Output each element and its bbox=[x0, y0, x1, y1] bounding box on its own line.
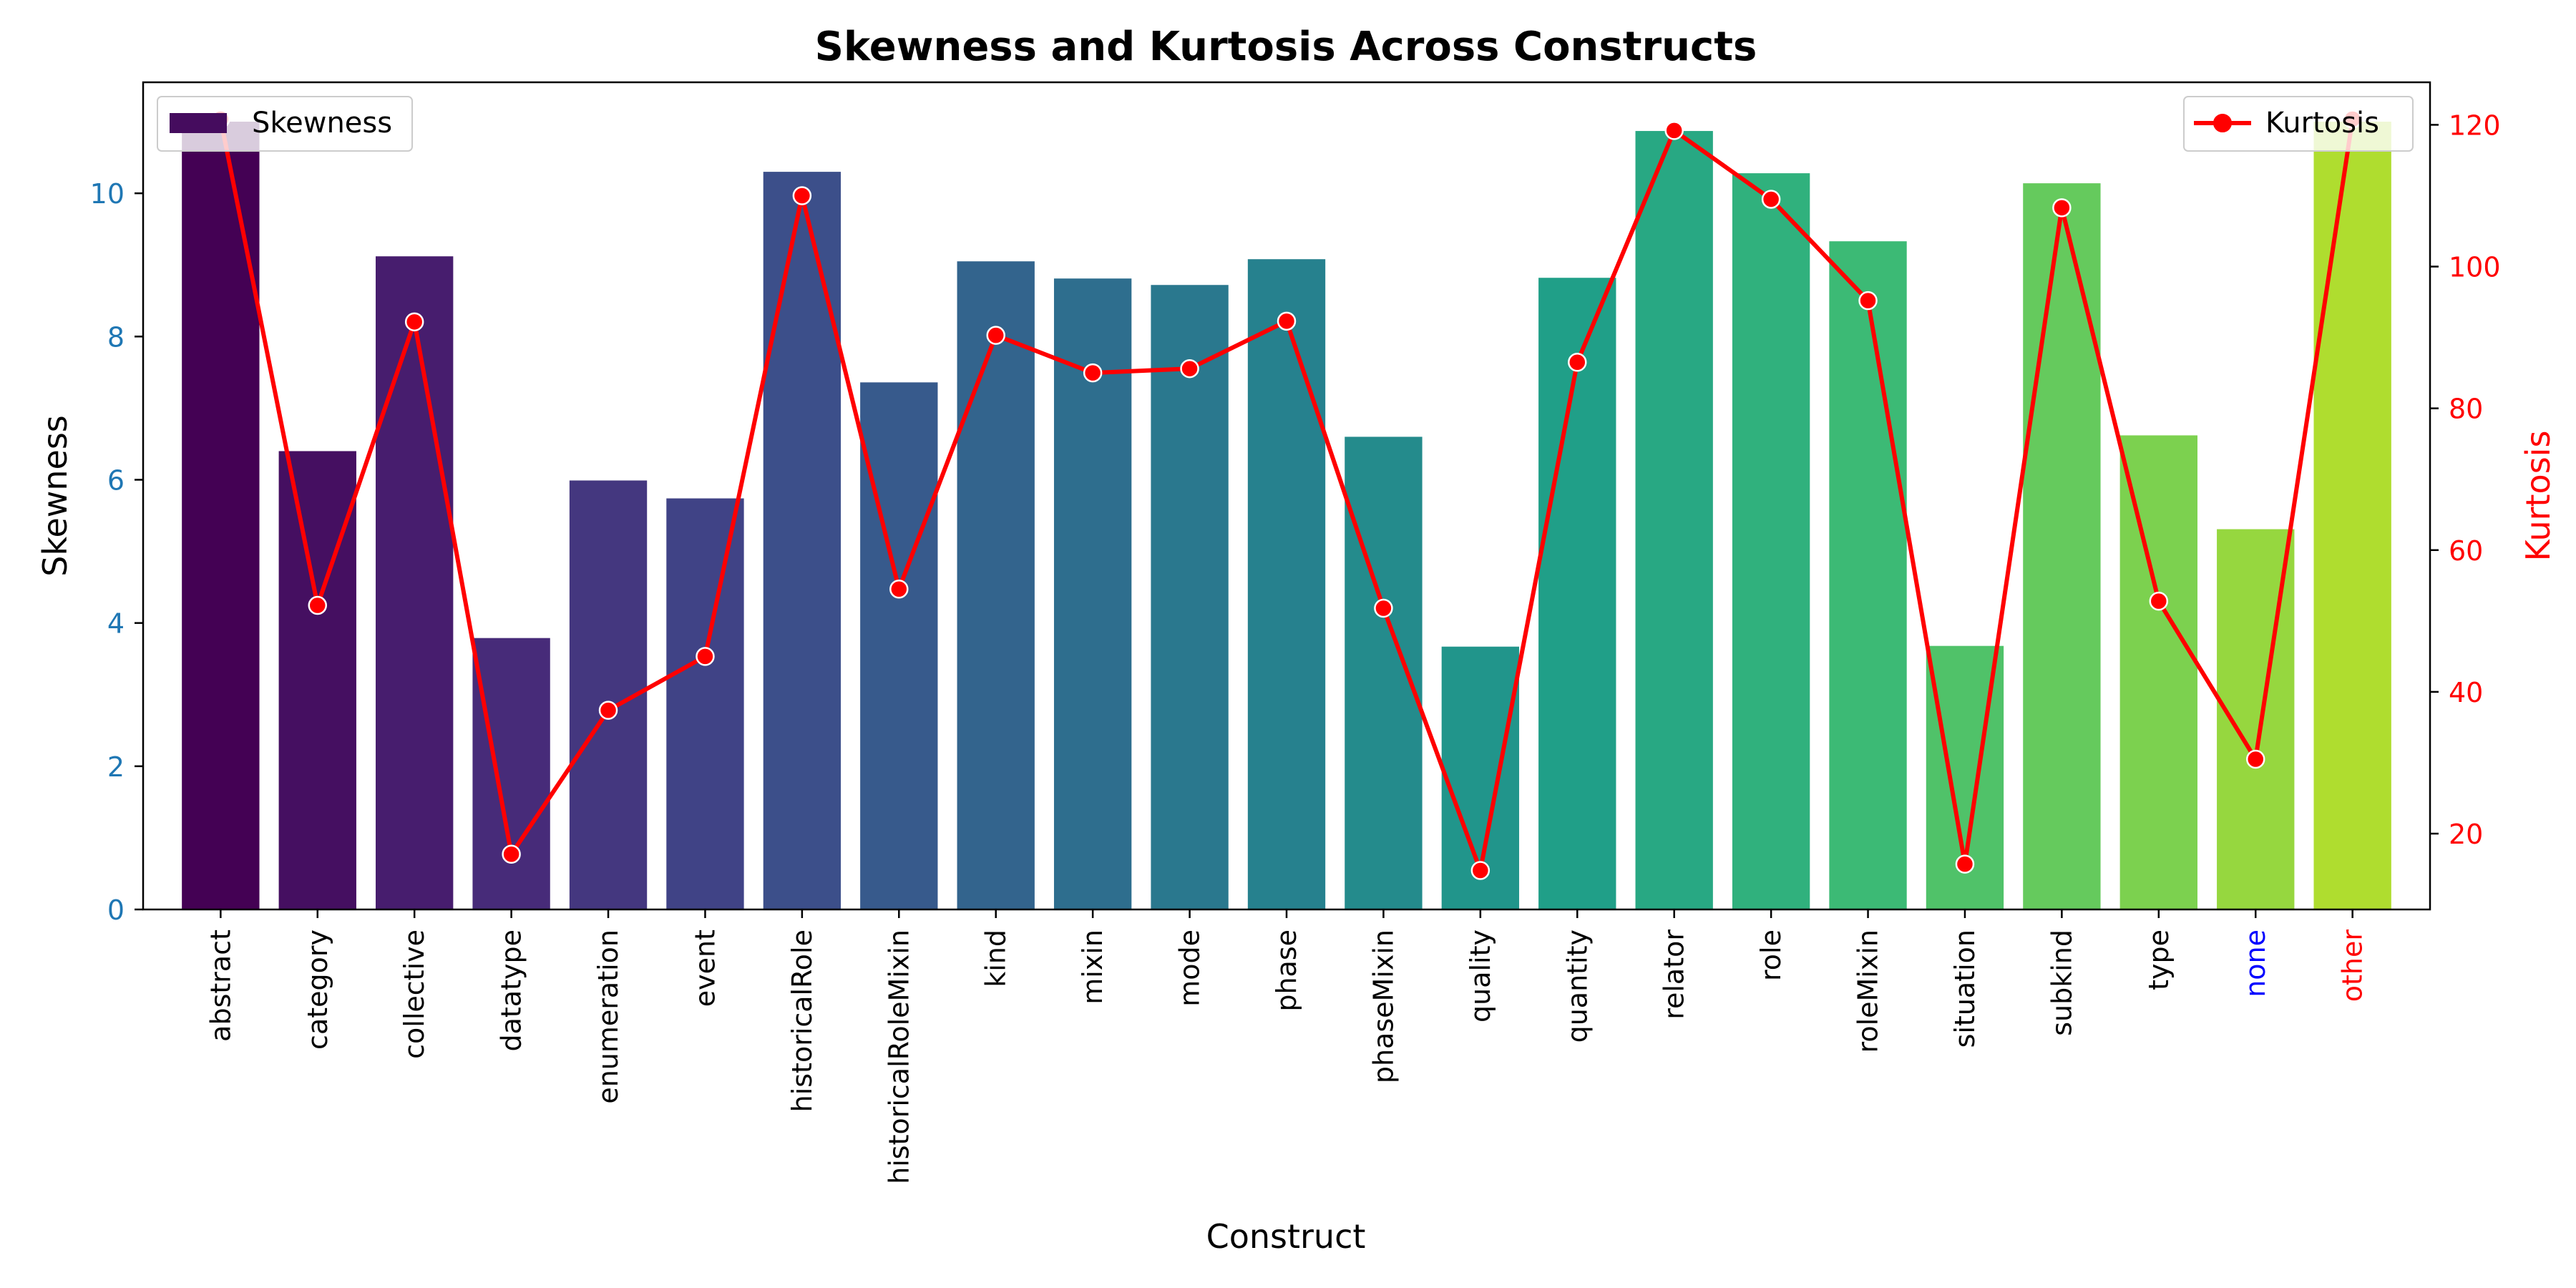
skewness-bar-mode bbox=[1151, 285, 1229, 910]
x-axis-tick-label-phase: phase bbox=[1271, 930, 1302, 1012]
x-axis-tick-label-phaseMixin: phaseMixin bbox=[1367, 930, 1399, 1083]
left-axis-tick-label: 6 bbox=[107, 464, 125, 496]
skewness-bar-relator bbox=[1635, 131, 1713, 910]
left-axis-tick-label: 2 bbox=[107, 751, 125, 783]
legend-kurtosis-label: Kurtosis bbox=[2265, 107, 2379, 140]
legend-skewness-swatch bbox=[170, 113, 227, 133]
left-axis-tick-label: 10 bbox=[90, 178, 125, 210]
kurtosis-point-role bbox=[1761, 190, 1781, 209]
kurtosis-point-subkind bbox=[2052, 198, 2072, 218]
skewness-bar-other bbox=[2313, 122, 2391, 910]
kurtosis-point-kind bbox=[986, 326, 1005, 345]
skewness-bar-kind bbox=[957, 261, 1035, 910]
x-axis-tick-label-quantity: quantity bbox=[1561, 930, 1593, 1043]
skewness-bar-abstract bbox=[182, 122, 260, 910]
legend-kurtosis: Kurtosis bbox=[2183, 96, 2414, 152]
right-axis-tick-label: 20 bbox=[2449, 819, 2483, 850]
skewness-bar-historicalRole bbox=[763, 172, 841, 909]
skewness-bar-role bbox=[1732, 173, 1810, 909]
skewness-bar-subkind bbox=[2023, 183, 2101, 909]
right-axis-tick-label: 80 bbox=[2449, 394, 2483, 425]
legend-kurtosis-marker bbox=[2213, 114, 2232, 132]
right-axis-tick-label: 60 bbox=[2449, 535, 2483, 567]
x-axis-tick-label-datatype: datatype bbox=[496, 930, 527, 1051]
skewness-bar-historicalRoleMixin bbox=[860, 382, 938, 909]
kurtosis-point-relator bbox=[1664, 121, 1684, 140]
x-axis-tick-label-abstract: abstract bbox=[205, 930, 236, 1042]
x-axis-tick-label-category: category bbox=[302, 930, 333, 1050]
x-axis-tick-label-enumeration: enumeration bbox=[592, 930, 624, 1104]
x-axis-tick-label-quality: quality bbox=[1465, 930, 1496, 1023]
right-axis: 20 40 60 80 100 120 bbox=[2430, 109, 2501, 850]
kurtosis-point-phaseMixin bbox=[1374, 598, 1393, 618]
legend-skewness-label: Skewness bbox=[252, 107, 392, 140]
skewness-bar-event bbox=[666, 498, 744, 909]
kurtosis-point-enumeration bbox=[598, 701, 618, 720]
kurtosis-point-type bbox=[2149, 591, 2169, 611]
left-axis-tick-label: 4 bbox=[107, 608, 125, 640]
kurtosis-point-datatype bbox=[502, 844, 521, 864]
x-axis-tick-label-role: role bbox=[1755, 930, 1787, 981]
x-axis-tick-label-kind: kind bbox=[980, 930, 1012, 987]
skewness-bar-quantity bbox=[1538, 278, 1616, 910]
x-axis-tick-label-mode: mode bbox=[1174, 930, 1206, 1007]
skewness-bar-collective bbox=[376, 256, 454, 909]
kurtosis-point-event bbox=[696, 647, 715, 666]
x-axis-tick-label-other: other bbox=[2337, 930, 2368, 1002]
skewness-bar-mixin bbox=[1053, 278, 1132, 909]
skewness-bar-type bbox=[2119, 435, 2197, 909]
skewness-bar-roleMixin bbox=[1829, 241, 1907, 909]
x-axis-tick-label-subkind: subkind bbox=[2046, 930, 2077, 1036]
left-axis-tick-label: 8 bbox=[107, 321, 125, 353]
legend-kurtosis-box bbox=[2183, 96, 2414, 152]
kurtosis-point-quantity bbox=[1568, 353, 1587, 372]
x-axis-tick-label-situation: situation bbox=[1949, 930, 1981, 1048]
x-axis-tick-label-none: none bbox=[2240, 930, 2271, 997]
kurtosis-point-historicalRole bbox=[792, 186, 812, 205]
right-axis-tick-label: 40 bbox=[2449, 677, 2483, 708]
left-axis: 0 2 4 6 8 10 bbox=[90, 178, 143, 926]
x-axis-tick-label-mixin: mixin bbox=[1077, 930, 1108, 1005]
skewness-bar-phase bbox=[1247, 259, 1326, 909]
kurtosis-point-historicalRoleMixin bbox=[889, 580, 909, 599]
left-axis-tick-label: 0 bbox=[107, 894, 125, 926]
legend-skewness: Skewness bbox=[157, 96, 413, 152]
kurtosis-point-phase bbox=[1277, 311, 1297, 331]
x-axis-tick-label-historicalRole: historicalRole bbox=[786, 930, 818, 1112]
legend-skewness-box bbox=[157, 96, 413, 152]
x-axis-label: Construct bbox=[1206, 1217, 1366, 1256]
x-axis-tick-label-roleMixin: roleMixin bbox=[1853, 930, 1884, 1053]
x-axis-tick-label-event: event bbox=[690, 930, 721, 1007]
right-axis-tick-label: 100 bbox=[2449, 252, 2501, 283]
x-axis-tick-label-relator: relator bbox=[1659, 930, 1690, 1020]
skewness-bar-phaseMixin bbox=[1345, 436, 1423, 909]
chart-title: Skewness and Kurtosis Across Constructs bbox=[815, 24, 1757, 70]
x-axis-tick-label-historicalRoleMixin: historicalRoleMixin bbox=[883, 930, 914, 1184]
x-axis-tick-label-type: type bbox=[2143, 930, 2175, 990]
skewness-bar-datatype bbox=[472, 638, 550, 909]
kurtosis-point-quality bbox=[1470, 861, 1491, 880]
x-axis: abstract category collective datatype enumer… bbox=[205, 909, 2368, 1184]
kurtosis-point-situation bbox=[1955, 854, 1975, 874]
kurtosis-point-category bbox=[308, 595, 328, 615]
kurtosis-point-none bbox=[2245, 749, 2265, 769]
x-axis-tick-label-collective: collective bbox=[399, 930, 430, 1059]
kurtosis-point-mixin bbox=[1083, 363, 1103, 383]
kurtosis-point-mode bbox=[1180, 358, 1199, 379]
y-axis-label: Skewness bbox=[36, 415, 74, 577]
right-axis-tick-label: 120 bbox=[2449, 109, 2501, 141]
y2-axis-label: Kurtosis bbox=[2519, 431, 2557, 562]
kurtosis-point-collective bbox=[404, 312, 424, 332]
kurtosis-point-roleMixin bbox=[1858, 291, 1878, 311]
